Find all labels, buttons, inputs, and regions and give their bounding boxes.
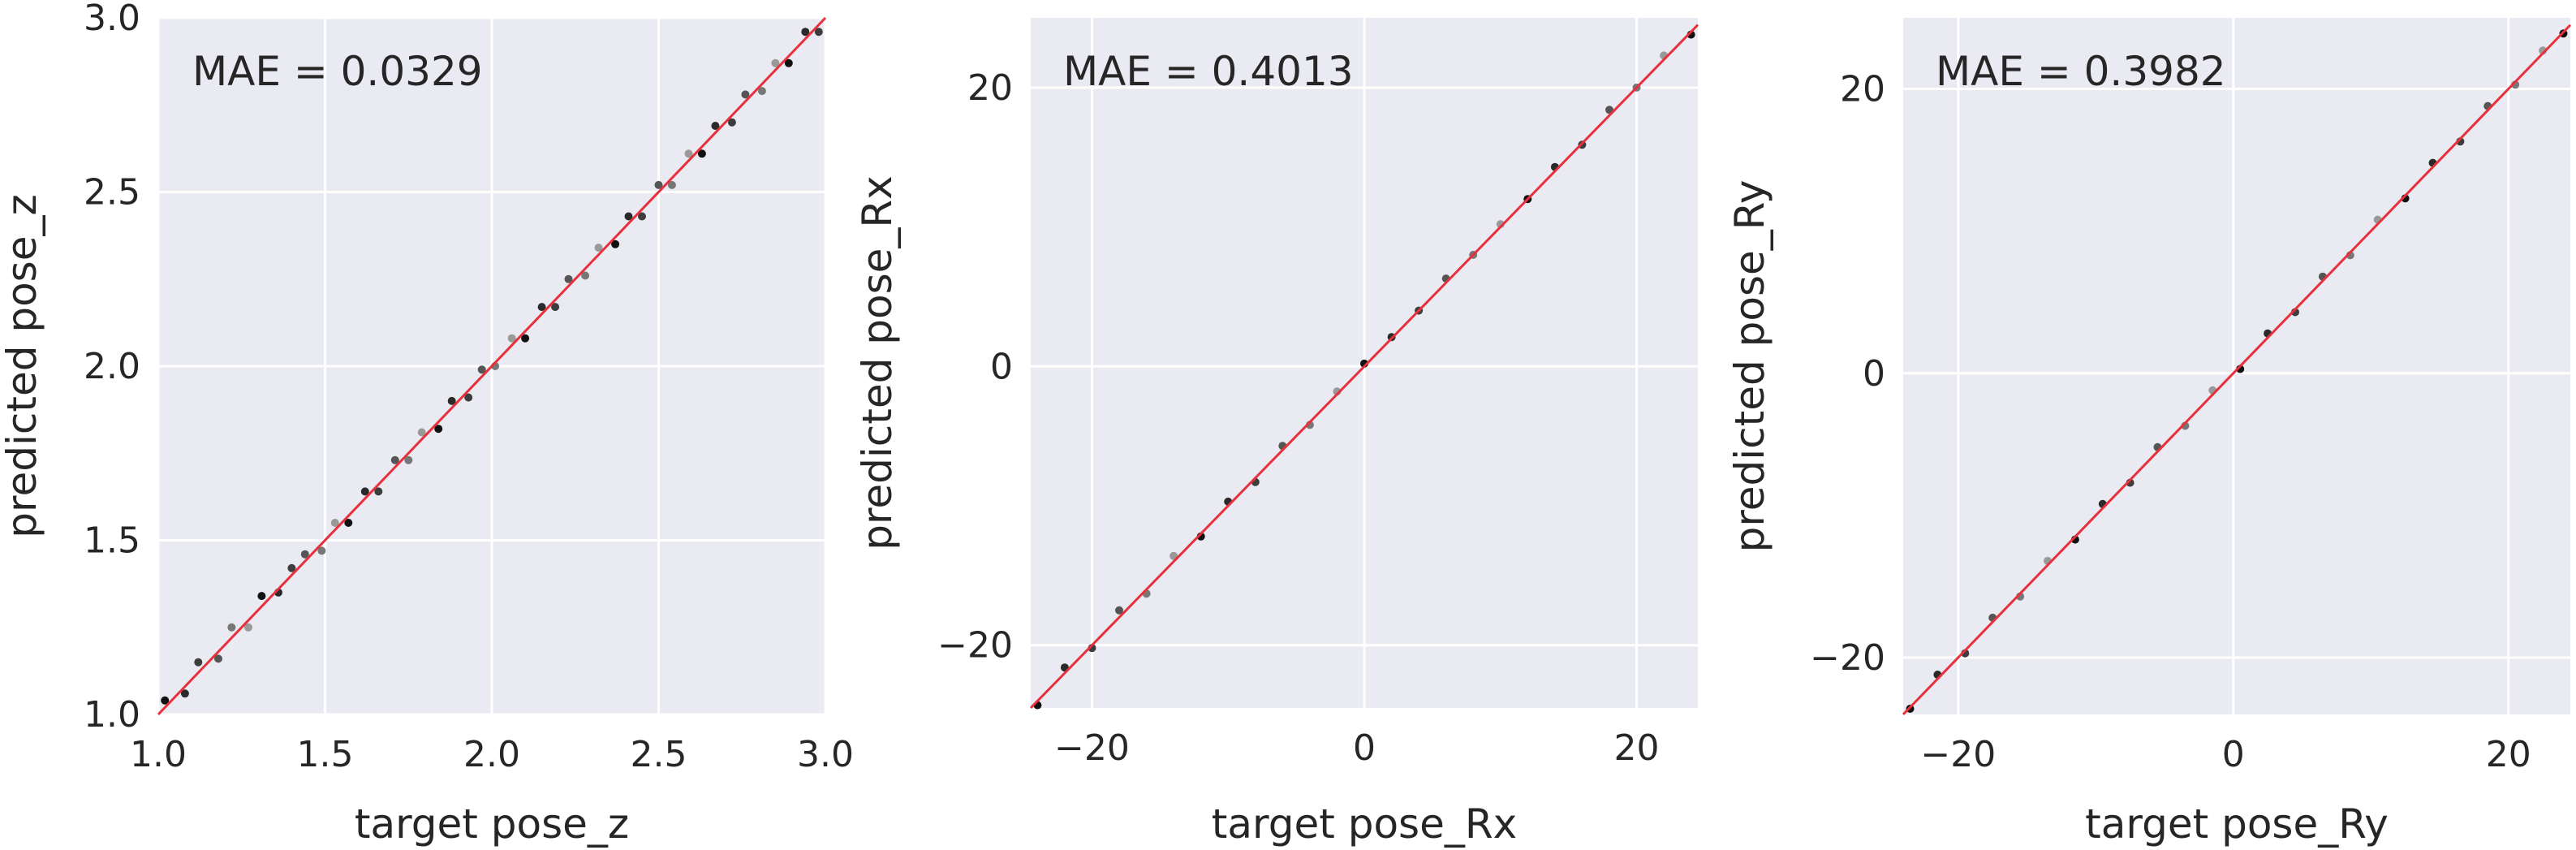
scatter-point [711, 122, 720, 130]
y-tick-label: 2.5 [84, 172, 140, 214]
scatter-point [624, 212, 633, 221]
scatter-point [771, 58, 780, 67]
fit-line [1029, 24, 1699, 710]
scatter-point [300, 550, 309, 559]
subplot-pose-ry: −20 0 20 −20 0 20 MAE = 0.3982 target pose_R… [1726, 18, 2572, 848]
mae-annotation: MAE = 0.3982 [1936, 48, 2226, 95]
scatter-point [537, 303, 546, 312]
subplot-pose-rx: −20 0 20 −20 0 20 MAE = 0.4013 target pose_R… [854, 18, 1699, 848]
y-tick-label: 1.5 [84, 520, 140, 562]
y-axis-label: predicted pose_z [0, 194, 45, 537]
scatter-point [374, 487, 383, 496]
scatter-point [434, 425, 443, 434]
mae-annotation: MAE = 0.0329 [192, 48, 483, 95]
x-tick-label: 0 [2222, 734, 2245, 775]
scatter-point [404, 455, 413, 464]
scatter-point [757, 87, 766, 96]
scatter-point [227, 623, 236, 632]
y-tick-label: 2.0 [84, 346, 140, 387]
x-tick-label: −20 [1054, 727, 1130, 769]
scatter-point [1115, 606, 1123, 615]
scatter-point [814, 28, 823, 37]
x-axis-label: target pose_Rx [1212, 800, 1517, 848]
scatter-point [214, 654, 222, 663]
scatter-point [697, 149, 706, 158]
mae-annotation: MAE = 0.4013 [1063, 48, 1354, 95]
x-tick-label: 0 [1353, 727, 1376, 769]
scatter-point [667, 180, 676, 189]
scatter-point [784, 58, 793, 67]
x-tick-label: −20 [1920, 734, 1996, 775]
scatter-point [330, 519, 339, 527]
y-axis-label: predicted pose_Ry [1726, 180, 1773, 553]
scatter-point [287, 563, 296, 572]
fit-line [157, 16, 827, 716]
fit-line [1902, 24, 2572, 716]
scatter-point [344, 519, 353, 527]
scatter-point [521, 334, 530, 343]
x-tick-label: 1.5 [297, 734, 354, 775]
scatter-point [390, 455, 399, 464]
scatter-point [317, 546, 326, 555]
scatter-point [180, 689, 189, 698]
scatter-point [638, 212, 646, 221]
scatter-point [257, 592, 266, 601]
y-tick-label: 0 [990, 346, 1013, 387]
scatter-point [564, 274, 573, 283]
y-axis-label: predicted pose_Rx [854, 175, 901, 550]
x-axis-label: target pose_Ry [2085, 800, 2389, 848]
y-tick-label: 3.0 [84, 0, 140, 39]
x-tick-label: 20 [2486, 734, 2531, 775]
scatter-point [727, 118, 736, 127]
y-tick-label: 0 [1863, 353, 1885, 395]
x-tick-label: 1.0 [130, 734, 187, 775]
y-tick-label: −20 [937, 625, 1013, 667]
y-tick-label: −20 [1810, 637, 1885, 679]
x-tick-label: 3.0 [797, 734, 854, 775]
scatter-point [551, 303, 560, 312]
x-axis-label: target pose_z [355, 800, 629, 848]
scatter-point [161, 696, 170, 705]
scatter-point [611, 239, 620, 248]
x-tick-label: 2.0 [463, 734, 520, 775]
scatter-point [244, 623, 252, 632]
y-tick-label: 1.0 [84, 694, 140, 736]
scatter-point [741, 90, 750, 99]
scatter-point [447, 396, 456, 405]
scatter-point [360, 487, 369, 496]
scatter-point [684, 149, 693, 158]
y-tick-label: 20 [1840, 69, 1885, 110]
scatter-point [507, 334, 516, 343]
scatter-point [581, 271, 590, 280]
scatter-point [464, 393, 473, 402]
subplot-pose-z: 1.0 1.5 2.0 2.5 3.0 1.0 1.5 2.0 2.5 3.0 MAE = 0.… [0, 0, 854, 848]
scatter-point [654, 180, 663, 189]
scatter-points [161, 28, 823, 705]
scatter-point [801, 28, 810, 37]
scatter-point [594, 244, 603, 252]
x-tick-label: 2.5 [631, 734, 687, 775]
scatter-point [417, 428, 426, 437]
scatter-points [1906, 29, 2568, 713]
scatter-point [194, 658, 203, 667]
scatter-point [477, 365, 486, 374]
x-tick-label: 20 [1614, 727, 1660, 769]
y-tick-label: 20 [967, 67, 1013, 109]
